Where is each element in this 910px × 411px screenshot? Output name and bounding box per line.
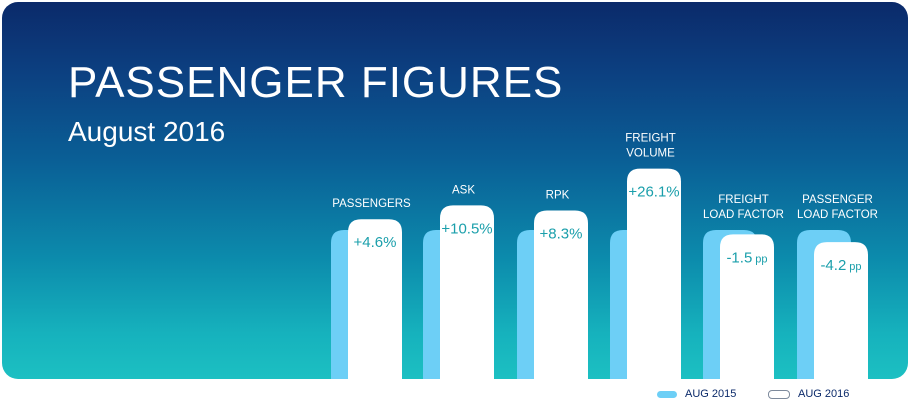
legend-swatch-aug-2016 [768, 389, 790, 399]
bar-aug-2016-ask [440, 205, 494, 379]
category-label-passenger-load-factor-line-2: LOAD FACTOR [797, 209, 878, 221]
legend-item-aug-2015: AUG 2015 [657, 388, 736, 400]
bar-aug-2016-passenger-load-factor [814, 242, 868, 379]
legend-label-aug-2016: AUG 2016 [798, 388, 850, 400]
category-label-freight-volume-line-2: VOLUME [626, 148, 675, 160]
chart-subtitle: August 2016 [68, 116, 226, 147]
bar-aug-2016-freight-load-factor [720, 234, 774, 379]
category-label-ask: ASK [452, 184, 475, 196]
value-label-freight-load-factor: -1.5 pp [726, 249, 767, 266]
category-label-freight-load-factor-line-2: LOAD FACTOR [703, 209, 784, 221]
category-label-freight-volume-line-1: FREIGHT [625, 133, 675, 145]
value-label-passenger-load-factor: -4.2 pp [820, 257, 861, 274]
category-label-freight-load-factor-line-1: FREIGHT [718, 194, 768, 206]
value-label-freight-volume: +26.1% [628, 184, 679, 201]
category-label-passengers: PASSENGERS [332, 198, 411, 210]
value-label-rpk: +8.3% [540, 225, 583, 242]
legend-item-aug-2016: AUG 2016 [768, 388, 849, 400]
bar-aug-2016-freight-volume [627, 168, 681, 379]
bar-aug-2016-passengers [348, 219, 402, 379]
category-label-rpk: RPK [546, 189, 570, 201]
value-label-passengers: +4.6% [354, 234, 397, 251]
legend-label-aug-2015: AUG 2015 [685, 388, 737, 400]
legend-swatch-aug-2015 [657, 390, 677, 398]
category-label-passenger-load-factor-line-1: PASSENGER [802, 194, 873, 206]
value-label-ask: +10.5% [441, 220, 492, 237]
chart-title: PASSENGER FIGURES [68, 58, 564, 107]
legend: AUG 2015 AUG 2016 [0, 384, 910, 408]
bar-aug-2016-rpk [534, 210, 588, 379]
